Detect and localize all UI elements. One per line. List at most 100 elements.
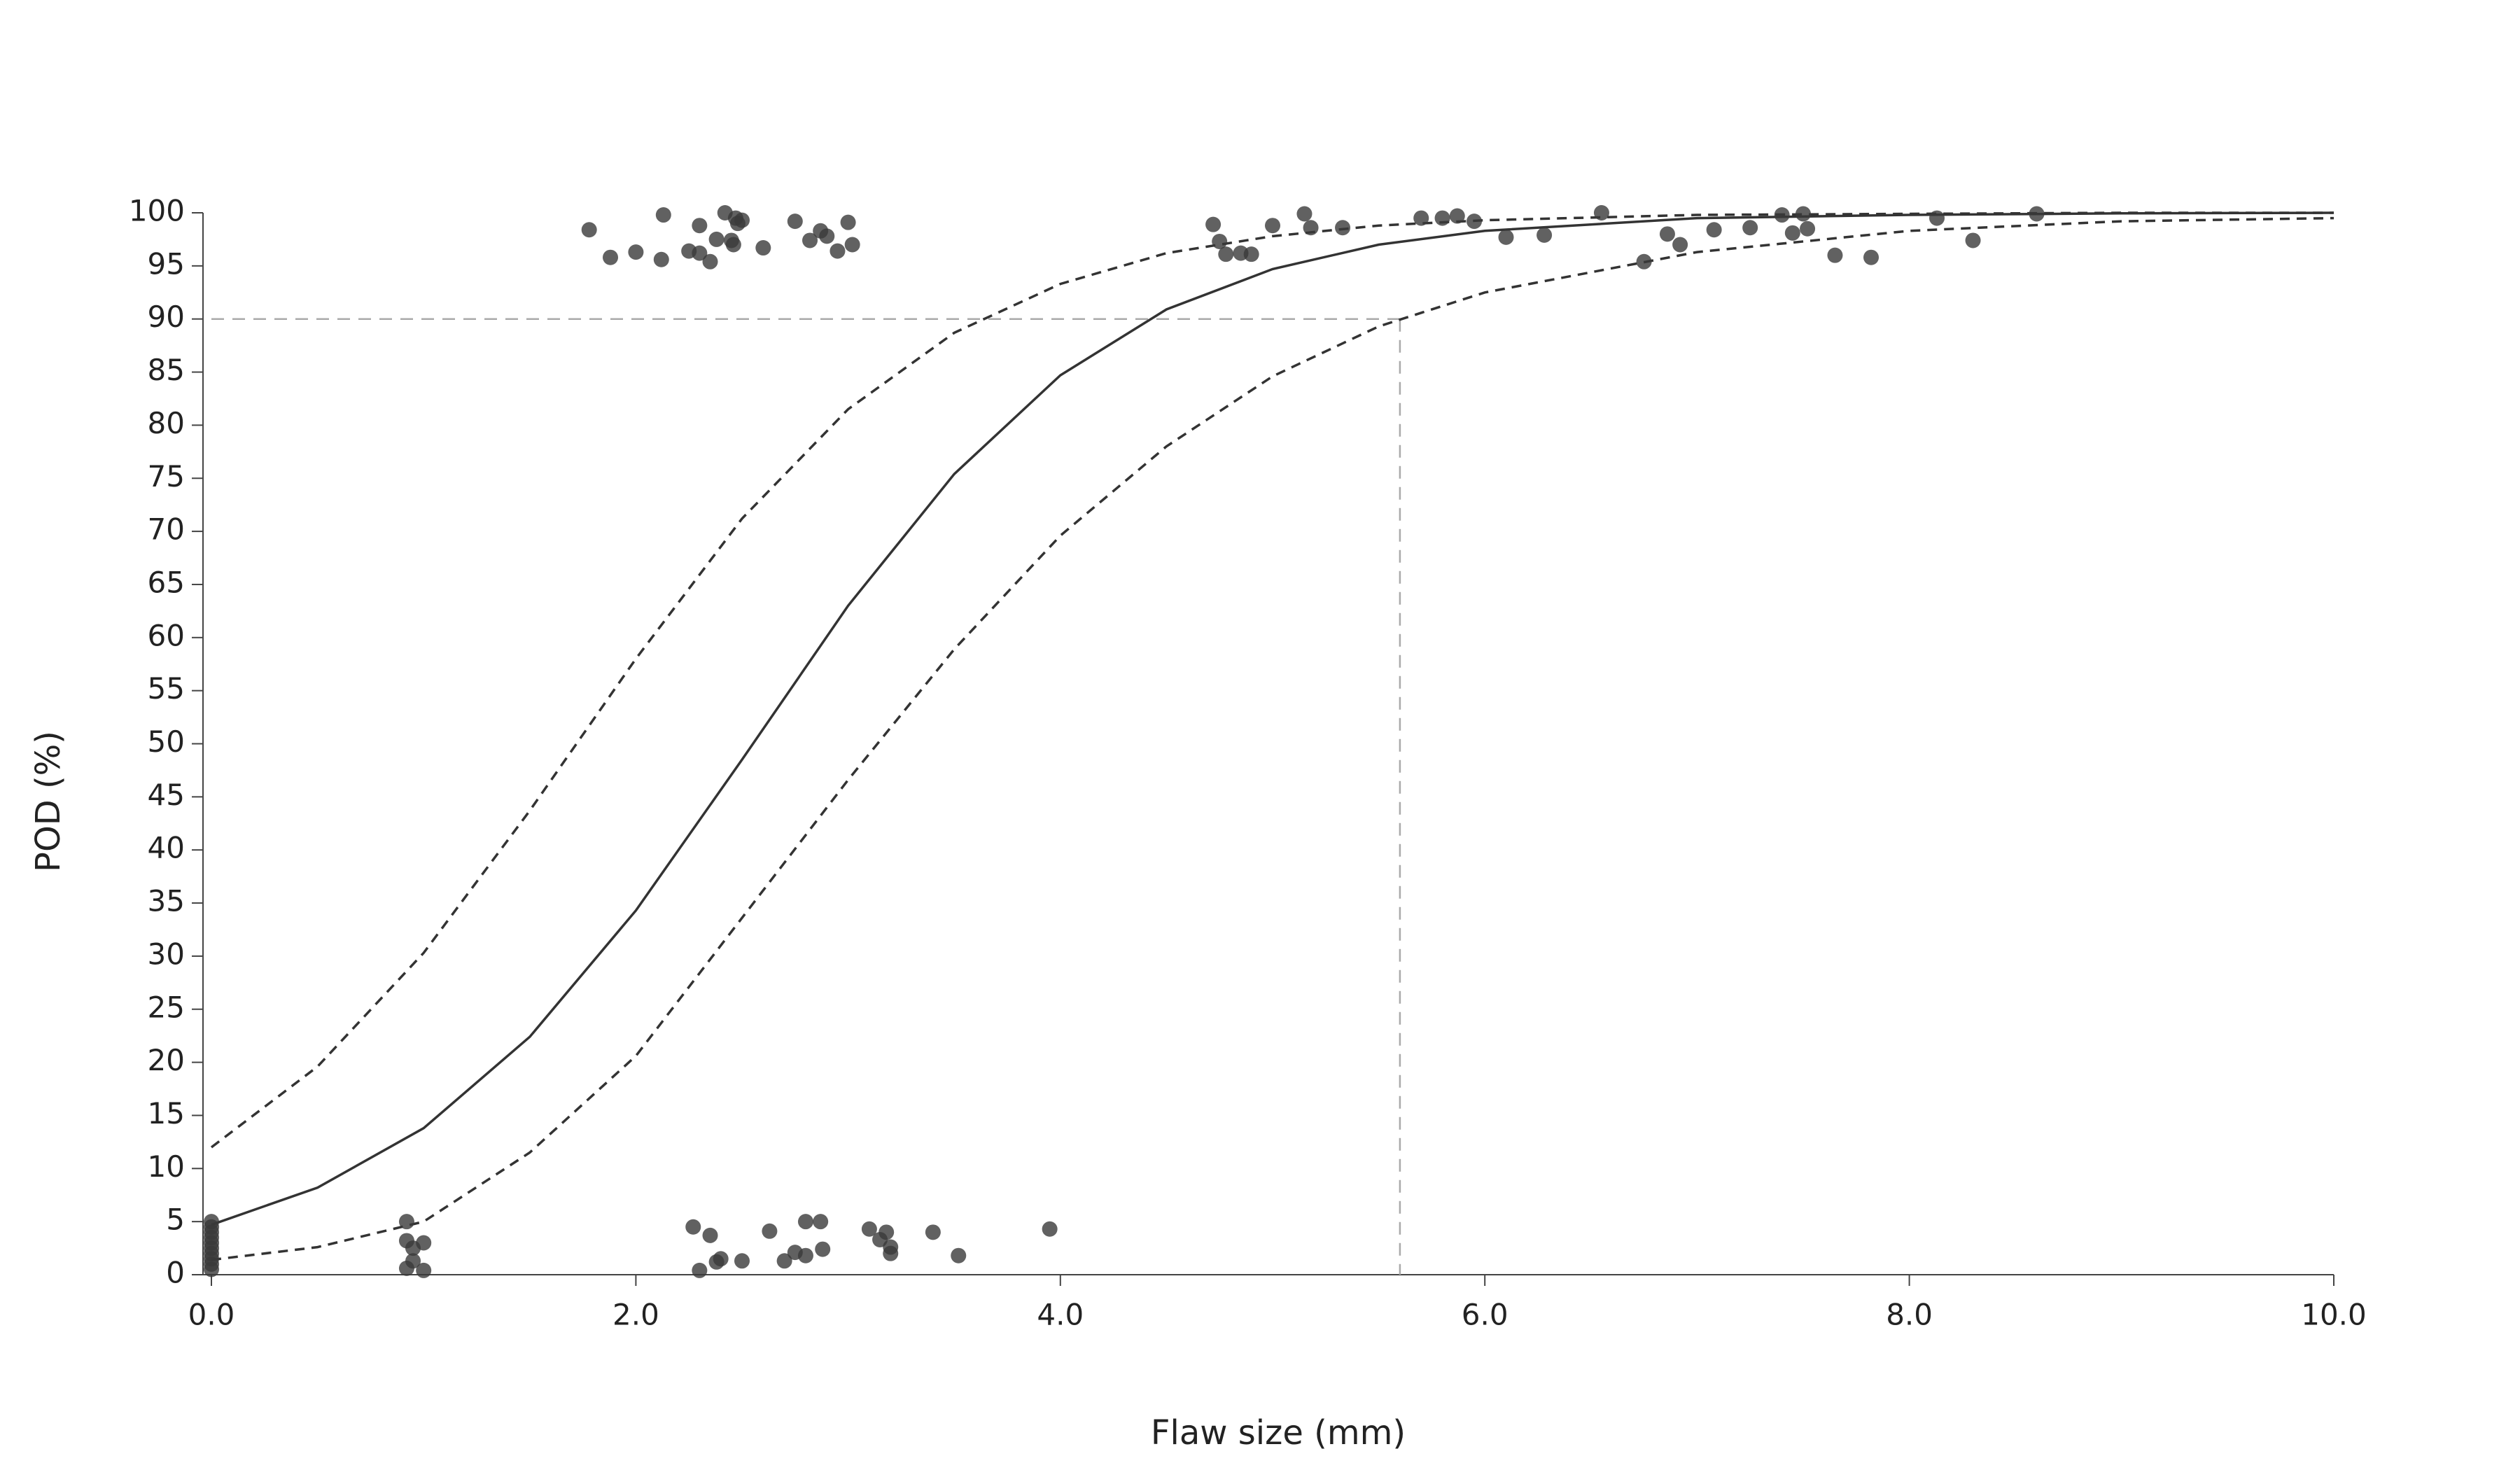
data-point <box>729 216 746 232</box>
data-point <box>1784 225 1800 241</box>
y-tick-label: 55 <box>148 671 185 706</box>
data-point <box>1659 226 1675 242</box>
data-point <box>1205 216 1222 232</box>
data-point <box>1434 210 1450 226</box>
data-point <box>1800 220 1816 237</box>
y-tick-label: 80 <box>148 406 185 440</box>
data-point <box>713 1251 729 1267</box>
data-point <box>1466 214 1483 230</box>
data-point <box>797 1247 813 1264</box>
data-point <box>797 1214 813 1230</box>
data-point <box>708 231 724 247</box>
y-tick-label: 30 <box>148 937 185 971</box>
data-point <box>2029 206 2045 222</box>
data-point <box>925 1224 941 1240</box>
data-point <box>1498 229 1514 245</box>
data-point <box>1243 246 1259 262</box>
data-point <box>802 232 818 248</box>
data-point <box>1413 210 1429 226</box>
data-point <box>1303 220 1319 236</box>
x-axis-title: Flaw size (mm) <box>1151 1413 1406 1452</box>
data-point <box>398 1214 414 1230</box>
confidence-curve <box>210 211 2334 1149</box>
data-point <box>685 1219 701 1235</box>
y-tick-label: 85 <box>148 353 185 387</box>
data-point <box>951 1247 967 1264</box>
data-point <box>787 214 803 230</box>
data-point <box>883 1245 899 1261</box>
data-point <box>692 1262 708 1278</box>
data-point <box>581 222 597 238</box>
data-point <box>398 1260 414 1276</box>
x-tick-label: 10.0 <box>2301 1298 2367 1332</box>
x-tick-label: 4.0 <box>1037 1298 1084 1332</box>
data-point <box>702 1227 718 1243</box>
y-tick-label: 95 <box>148 246 185 281</box>
data-point <box>1536 227 1553 243</box>
x-tick-label: 8.0 <box>1886 1298 1933 1332</box>
y-tick-label: 0 <box>166 1256 185 1290</box>
data-point <box>1827 247 1843 263</box>
x-tick-label: 2.0 <box>612 1298 659 1332</box>
data-point <box>815 1241 831 1257</box>
y-tick-label: 20 <box>148 1043 185 1077</box>
y-tick-label: 25 <box>148 990 185 1024</box>
data-point <box>1863 249 1879 265</box>
data-point <box>776 1253 792 1269</box>
data-point <box>1042 1221 1058 1237</box>
data-point <box>1929 210 1945 226</box>
data-point <box>416 1235 432 1251</box>
data-point <box>1265 218 1280 234</box>
data-point <box>1296 206 1312 222</box>
data-point <box>1212 233 1228 249</box>
data-point <box>603 249 619 265</box>
confidence-curve <box>211 216 2334 1261</box>
y-tick-label: 100 <box>129 194 185 228</box>
data-point <box>1965 232 1981 248</box>
y-tick-label: 15 <box>148 1096 185 1130</box>
data-point <box>840 214 856 230</box>
y-tick-label: 40 <box>148 831 185 865</box>
x-tick-label: 0.0 <box>188 1298 235 1332</box>
y-axis-title: POD (%) <box>29 731 68 872</box>
data-point <box>755 240 771 256</box>
data-point <box>830 243 846 259</box>
data-point <box>1218 246 1234 262</box>
y-tick-label: 10 <box>148 1149 185 1184</box>
pod-curve <box>211 211 2334 1226</box>
data-point <box>416 1262 432 1278</box>
y-tick-label: 90 <box>148 300 185 334</box>
y-tick-label: 75 <box>148 459 185 493</box>
data-point <box>692 218 708 234</box>
data-point <box>653 251 669 267</box>
data-point <box>1636 253 1652 270</box>
data-point <box>204 1214 219 1230</box>
data-point <box>1795 206 1811 222</box>
data-point <box>1774 207 1790 223</box>
data-point <box>1742 220 1758 236</box>
data-point <box>1335 220 1351 236</box>
y-tick-label: 60 <box>148 618 185 652</box>
x-tick-label: 6.0 <box>1462 1298 1508 1332</box>
data-point <box>1672 237 1688 253</box>
y-tick-label: 50 <box>148 724 185 759</box>
data-point <box>725 237 741 253</box>
data-point <box>1449 208 1465 224</box>
data-point <box>734 1253 750 1269</box>
data-point <box>878 1224 895 1240</box>
data-point <box>819 228 835 244</box>
data-point <box>844 237 860 253</box>
y-tick-label: 70 <box>148 512 185 547</box>
y-tick-label: 45 <box>148 778 185 812</box>
data-point <box>1593 205 1609 220</box>
y-tick-label: 5 <box>166 1203 185 1237</box>
data-point <box>762 1223 778 1239</box>
data-point <box>702 253 718 270</box>
data-point <box>655 207 671 223</box>
data-point <box>861 1221 877 1237</box>
data-point <box>692 245 708 261</box>
y-tick-label: 35 <box>148 884 185 918</box>
data-point <box>628 244 644 260</box>
data-point <box>1706 222 1722 238</box>
